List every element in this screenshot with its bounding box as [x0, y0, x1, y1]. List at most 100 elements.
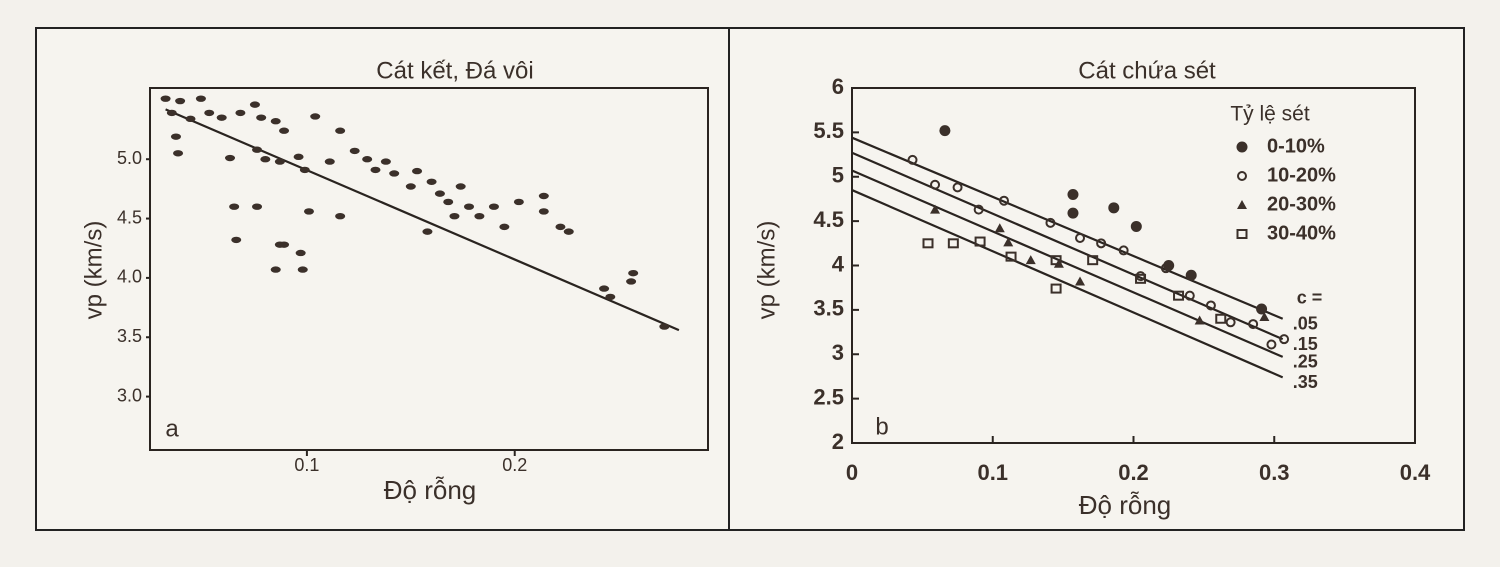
x-tick-label: 0.2 [1118, 460, 1149, 485]
point [1130, 220, 1142, 232]
point [555, 223, 566, 231]
y-tick-label: 4 [832, 251, 845, 276]
point [443, 198, 454, 206]
point [563, 228, 574, 235]
point [1215, 313, 1227, 324]
point [1194, 315, 1205, 325]
point [513, 198, 524, 206]
legend-title: Tỷ lệ sét [1230, 103, 1310, 126]
point [225, 154, 236, 162]
legend-marker [1237, 171, 1247, 181]
point [1005, 251, 1017, 262]
point [1075, 276, 1086, 286]
line-label-title: c = [1297, 288, 1323, 308]
point [973, 204, 984, 215]
line-label: .05 [1293, 314, 1318, 334]
point [380, 158, 391, 165]
legend-label: 0-10% [1267, 135, 1325, 157]
point [256, 114, 267, 121]
point [249, 101, 260, 108]
point [1087, 255, 1099, 266]
point [270, 266, 281, 273]
point [426, 178, 437, 185]
point [1185, 269, 1197, 281]
panel-label: a [165, 415, 179, 442]
point [1067, 189, 1079, 200]
y-tick-label: 3.0 [117, 385, 142, 405]
line-label: .15 [1293, 334, 1318, 354]
point [204, 109, 215, 117]
fit-line [851, 151, 1284, 341]
point [1279, 334, 1290, 345]
legend-marker [1236, 229, 1248, 239]
point [1075, 232, 1086, 243]
point [389, 170, 400, 177]
point [455, 183, 466, 190]
point [170, 133, 181, 140]
y-tick-label: 3.5 [117, 326, 142, 346]
point [1173, 290, 1185, 301]
point [274, 158, 285, 165]
point [1108, 202, 1120, 214]
x-tick-label: 0.3 [1259, 460, 1290, 485]
point [185, 115, 196, 123]
point [175, 97, 186, 105]
point [260, 156, 271, 163]
line-label: .35 [1293, 372, 1318, 392]
fit-line [851, 189, 1284, 379]
point [252, 203, 263, 210]
point [422, 228, 433, 235]
x-tick-label: 0.1 [294, 455, 319, 475]
y-tick-label: 4.5 [813, 207, 844, 232]
point [999, 195, 1010, 206]
point [1225, 317, 1236, 328]
chart-title: Cát kết, Đá vôi [376, 57, 533, 84]
point [229, 203, 240, 210]
point [1160, 263, 1171, 274]
legend-marker [1236, 141, 1248, 153]
point [235, 109, 246, 117]
point [907, 154, 918, 165]
point [1096, 238, 1107, 249]
point [930, 179, 941, 190]
frame [35, 27, 1465, 531]
point [628, 269, 639, 277]
point [1118, 245, 1129, 256]
y-tick-label: 3.5 [813, 296, 844, 321]
point [994, 223, 1005, 233]
point [434, 190, 445, 197]
point [335, 127, 346, 134]
point [293, 153, 304, 161]
point [449, 212, 460, 220]
point [252, 146, 263, 153]
fit-line [165, 108, 680, 332]
legend-marker [1237, 200, 1247, 209]
y-tick-label: 2 [832, 429, 844, 454]
point [295, 249, 306, 257]
point [1184, 290, 1195, 301]
x-tick-label: 0.1 [977, 460, 1008, 485]
point [231, 236, 242, 244]
point [1025, 255, 1036, 265]
point [173, 150, 184, 157]
point [279, 241, 290, 248]
point [952, 182, 963, 193]
point [166, 109, 177, 117]
point [930, 204, 941, 214]
y-axis-label: vp (km/s) [753, 221, 780, 320]
point [538, 192, 549, 200]
point [474, 212, 485, 220]
y-tick-label: 6 [832, 74, 844, 99]
fit-line [851, 136, 1284, 320]
point [303, 208, 314, 215]
point [299, 166, 310, 174]
point [464, 203, 475, 210]
point [1205, 300, 1216, 311]
point [362, 156, 373, 163]
point [1067, 207, 1079, 219]
point [195, 95, 206, 102]
x-tick-label: 0.4 [1400, 460, 1431, 485]
point [922, 238, 934, 249]
y-axis-label: vp (km/s) [80, 221, 107, 320]
